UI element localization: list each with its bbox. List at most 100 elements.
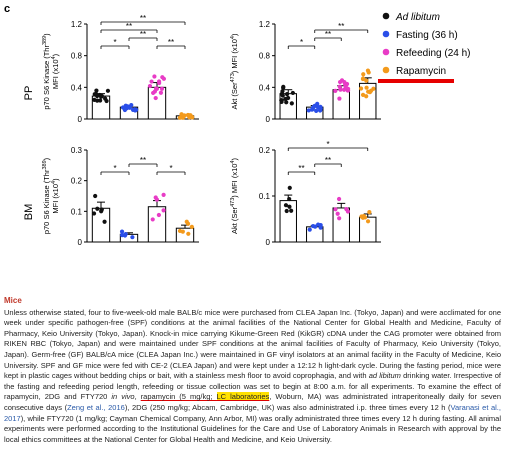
- significance-label: **: [140, 156, 146, 165]
- data-point: [364, 85, 369, 90]
- data-point: [156, 79, 162, 84]
- y-tick-label: 0.8: [71, 52, 83, 61]
- chart-pp-0: 0 0.4 0.8 1.2 p70 S6 Kinase (Thr389)MFI (x10…: [42, 14, 199, 124]
- data-point: [365, 219, 371, 224]
- citation-link-varanasi[interactable]: Varanasi et al., 2017: [4, 402, 501, 423]
- significance-label: **: [126, 22, 132, 31]
- data-point: [306, 108, 311, 113]
- data-point: [338, 87, 343, 92]
- methods-paragraph: Mice Unless otherwise stated, four to fi…: [4, 296, 501, 445]
- y-axis-label-line2: MFI (x104): [51, 53, 60, 89]
- text-s2: drinking water. Irrespective of the fast…: [4, 371, 501, 402]
- data-point: [307, 227, 312, 232]
- legend-label: Ad libitum: [395, 12, 440, 23]
- data-point: [98, 93, 103, 98]
- y-axis-label: p70 S6 Kinase (Thr389): [42, 33, 51, 110]
- data-point: [147, 83, 153, 89]
- data-point: [280, 93, 285, 98]
- data-point: [132, 107, 137, 112]
- data-point: [314, 108, 319, 113]
- data-point: [186, 231, 191, 236]
- y-axis-label: p70 S6 Kinase (Thr389): [42, 157, 51, 234]
- data-point: [287, 185, 292, 190]
- chart-legend: Ad libitum Fasting (36 h) Refeeding (24 h)…: [382, 12, 471, 77]
- y-tick-label: 1.2: [259, 20, 271, 29]
- data-point: [160, 75, 165, 80]
- data-point: [335, 211, 340, 216]
- significance-label: *: [113, 38, 116, 47]
- data-point: [279, 98, 284, 103]
- y-tick-label: 0.1: [71, 207, 83, 216]
- data-point: [361, 76, 366, 81]
- data-point: [120, 105, 126, 110]
- y-axis-label: Akt (Ser473) MFI (x104): [230, 33, 239, 110]
- data-point: [287, 196, 292, 202]
- data-point: [337, 216, 342, 221]
- data-point: [333, 207, 338, 212]
- data-point: [187, 114, 192, 120]
- y-tick-label: 0: [78, 115, 83, 124]
- data-point: [280, 89, 285, 94]
- data-point: [189, 224, 194, 229]
- data-point: [95, 206, 100, 211]
- significance-label: **: [325, 156, 331, 165]
- data-point: [125, 104, 130, 109]
- data-point: [119, 229, 125, 234]
- data-point: [284, 100, 289, 105]
- data-point: [342, 80, 347, 85]
- data-point: [91, 211, 97, 216]
- data-point: [150, 217, 155, 222]
- significance-label: **: [140, 30, 146, 39]
- row-label-bm: BM: [23, 204, 35, 221]
- data-point: [98, 98, 103, 103]
- row-label-pp: PP: [23, 86, 35, 101]
- legend-label: Fasting (36 h): [396, 30, 458, 41]
- data-point: [333, 88, 338, 93]
- data-point: [102, 219, 107, 224]
- data-point: [284, 92, 290, 97]
- data-point: [364, 78, 369, 83]
- y-tick-label: 0.2: [71, 177, 83, 186]
- data-point: [156, 212, 161, 218]
- data-point: [345, 88, 351, 93]
- legend-marker: [382, 30, 390, 38]
- data-point: [103, 96, 108, 101]
- data-point: [318, 222, 323, 228]
- text-s6: ), while FTY720 (1 mg/kg; Cayman Chemica…: [4, 413, 501, 444]
- text-s1: Unless otherwise stated, four to five-we…: [4, 307, 501, 381]
- figure-panel-c: c PP BM 0 0.4 0.8 1.2 p70 S6 Kinase (Thr389)…: [4, 3, 471, 247]
- data-point: [158, 90, 164, 95]
- data-point: [92, 97, 97, 102]
- y-tick-label: 0.8: [259, 52, 271, 61]
- data-point: [371, 86, 376, 91]
- data-point: [94, 88, 99, 93]
- section-title: Mice: [4, 296, 22, 305]
- y-tick-label: 0: [78, 238, 83, 247]
- data-point: [159, 86, 165, 91]
- data-point: [364, 94, 369, 99]
- data-point: [289, 208, 294, 213]
- data-point: [311, 223, 316, 229]
- significance-label: **: [140, 14, 146, 23]
- text-s1-italic: ad libitum: [368, 371, 401, 381]
- significance-label: *: [113, 164, 116, 173]
- data-point: [367, 209, 372, 215]
- text-s3: ,: [134, 392, 141, 402]
- data-point: [161, 208, 166, 213]
- citation-link-zeng[interactable]: Zeng et al., 2016: [67, 402, 125, 412]
- y-tick-label: 0.2: [259, 146, 271, 155]
- significance-label: *: [326, 140, 329, 149]
- y-tick-label: 0: [266, 238, 271, 247]
- text-s2-italic: in vivo: [111, 392, 135, 402]
- data-point: [281, 85, 286, 91]
- data-point: [366, 70, 371, 75]
- data-point: [152, 74, 157, 79]
- y-axis-label: Akt (Ser473) MFI (x104): [230, 157, 239, 234]
- legend-label: Refeeding (24 h): [396, 48, 471, 59]
- text-rapamycin-underlined: rapamycin (5 mg/kg;: [140, 392, 217, 402]
- chart-bm-2: 0 0.1 0.2 0.3 p70 S6 Kinase (Thr389)MFI (x10…: [42, 146, 199, 247]
- data-point: [153, 195, 158, 200]
